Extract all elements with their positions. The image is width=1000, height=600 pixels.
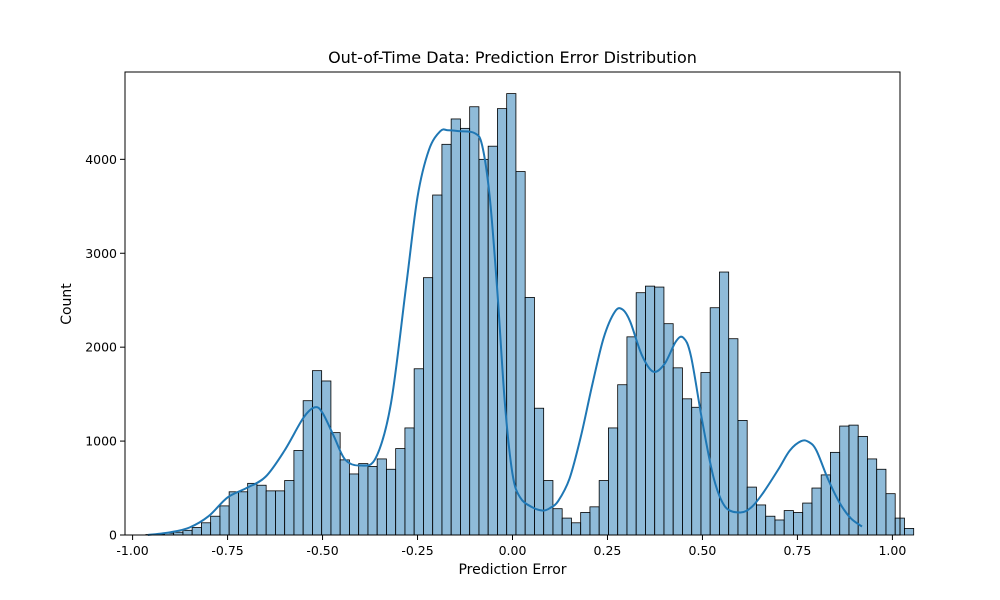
histogram-bar (802, 502, 813, 536)
histogram-bar (774, 519, 785, 536)
histogram-bar (293, 450, 304, 536)
kde-curve (147, 128, 863, 536)
histogram-bar (367, 466, 378, 536)
histogram-bar (793, 512, 804, 536)
x-axis-label: Prediction Error (458, 562, 566, 578)
histogram-bar (783, 510, 794, 536)
histogram-bar (395, 448, 406, 536)
histogram-bar (876, 468, 887, 536)
histogram-bar (682, 398, 693, 536)
histogram-bar (654, 286, 665, 536)
x-tick-label: 0.50 (689, 543, 717, 558)
histogram-bar (626, 336, 637, 536)
histogram-bar (413, 368, 424, 536)
y-tick-label: 2000 (85, 340, 117, 355)
x-tick-label: 1.00 (878, 543, 906, 558)
histogram-bar (256, 484, 267, 536)
histogram-bar (885, 493, 896, 536)
histogram-bar (839, 425, 850, 536)
y-axis-label: Count (59, 283, 75, 325)
histogram-bars (145, 93, 915, 536)
x-tick-label: -0.25 (401, 543, 433, 558)
histogram-bar (200, 522, 212, 536)
histogram-bar (571, 522, 582, 536)
histogram-bar (867, 458, 878, 536)
histogram-bar (349, 473, 360, 536)
x-tick-label: 0.25 (594, 543, 622, 558)
histogram-bar (672, 367, 683, 536)
histogram-bar (441, 143, 452, 536)
y-axis-ticks: 0 1000 2000 3000 4000 (85, 152, 125, 543)
histogram-bar (515, 171, 526, 536)
histogram-bar (247, 482, 258, 536)
histogram-bar (358, 463, 369, 536)
histogram-bar (645, 285, 656, 536)
histogram-bar (524, 296, 535, 536)
histogram-bar (728, 338, 739, 536)
histogram-bar (275, 490, 286, 536)
histogram-bar (617, 384, 628, 536)
histogram-bar (460, 127, 471, 536)
histogram-bar (561, 517, 572, 536)
x-tick-label: 0.00 (499, 543, 527, 558)
histogram-bar (182, 529, 193, 536)
histogram-bar (709, 307, 720, 536)
histogram-bar (478, 158, 489, 536)
histogram-bar (608, 427, 619, 536)
histogram-bar (746, 486, 757, 536)
histogram-bar (450, 118, 461, 536)
histogram-bar (534, 407, 545, 536)
histogram-bar (339, 459, 350, 536)
histogram-bar (321, 380, 332, 536)
histogram-bar (228, 491, 239, 536)
x-tick-label: -0.75 (211, 543, 243, 558)
x-tick-label: 0.75 (784, 543, 812, 558)
x-tick-label: -0.50 (306, 543, 338, 558)
histogram-bar (302, 400, 313, 536)
histogram-bar (432, 194, 443, 536)
histogram-bar (312, 370, 323, 536)
histogram-bar (811, 487, 822, 536)
histogram-bar (691, 406, 702, 536)
histogram-bar (386, 468, 397, 536)
histogram-bar (469, 106, 480, 536)
histogram-bar (284, 480, 295, 536)
histogram-bar (423, 277, 434, 536)
histogram-bar (765, 515, 776, 536)
y-tick-label: 4000 (85, 152, 117, 167)
histogram-bar (820, 474, 831, 536)
x-axis-ticks: -1.00 -0.75 -0.50 -0.25 0.00 0.25 0.50 0.75 1.00 (116, 535, 906, 558)
histogram-bar (589, 506, 600, 536)
histogram-bar (191, 527, 202, 536)
histogram-bar (265, 490, 276, 536)
histogram-bar (404, 427, 415, 536)
x-tick-label: -1.00 (116, 543, 148, 558)
histogram-bar (552, 508, 563, 536)
y-tick-label: 0 (109, 528, 117, 543)
histogram-bar (904, 528, 915, 536)
y-tick-label: 1000 (85, 434, 117, 449)
histogram-bar (210, 515, 221, 536)
histogram-bar (756, 504, 767, 536)
chart-title: Out-of-Time Data: Prediction Error Distr… (328, 48, 697, 67)
histogram-bar (580, 512, 591, 536)
histogram-bar (635, 292, 646, 536)
histogram-bar (598, 480, 609, 536)
histogram-bar (737, 420, 748, 536)
histogram-bar (857, 435, 868, 536)
histogram-bar (719, 271, 730, 536)
histogram-bar (238, 491, 249, 536)
histogram-bar (219, 505, 230, 536)
y-tick-label: 3000 (85, 246, 117, 261)
histogram-bar (376, 458, 387, 536)
